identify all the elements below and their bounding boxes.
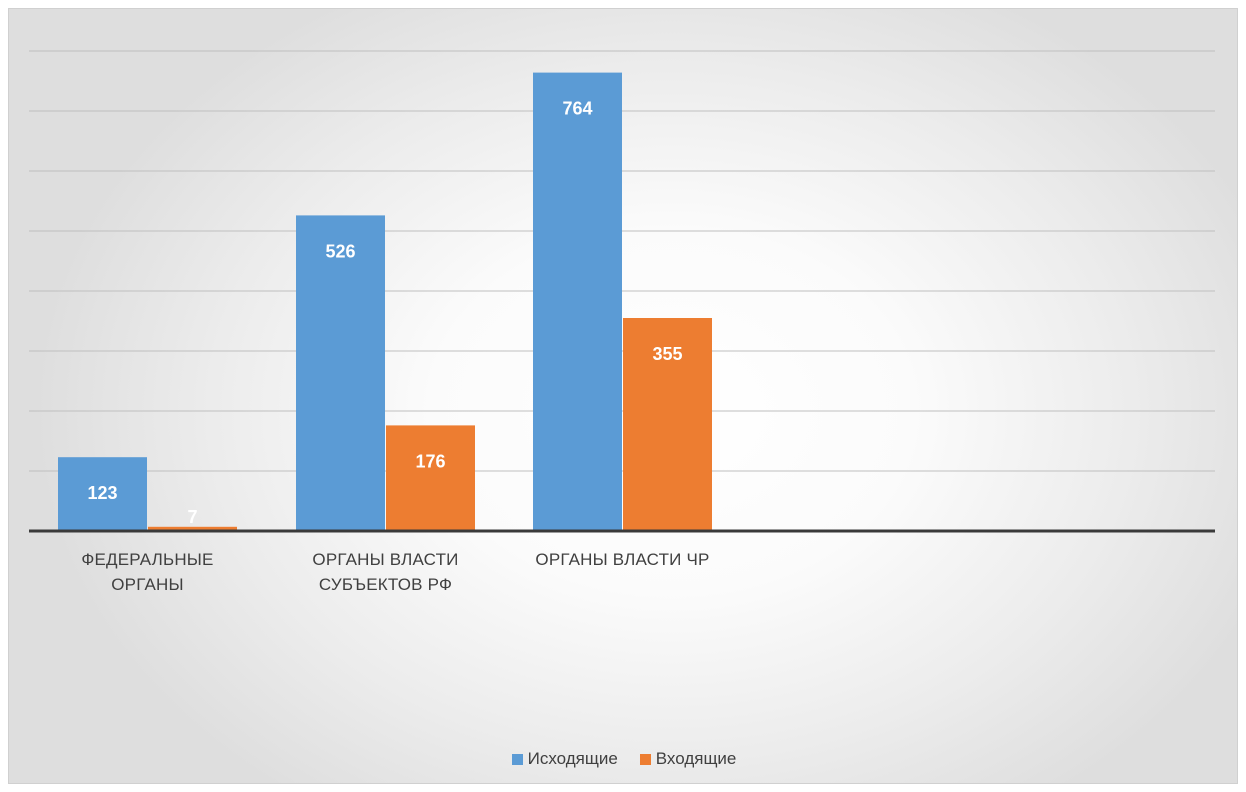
data-label: 123 (87, 483, 117, 503)
chart-area: 123 526 764 7 176 355 ФЕДЕРАЛЬНЫЕ ОРГАНЫ ОРГА… (8, 8, 1238, 784)
legend-swatch (639, 753, 651, 765)
legend-item-outgoing: Исходящие (511, 749, 618, 769)
bar-outgoing (58, 457, 147, 531)
legend-item-incoming: Входящие (639, 749, 737, 769)
bar-outgoing (533, 72, 622, 531)
data-labels: 123 526 764 7 176 355 (87, 99, 682, 527)
data-label: 764 (562, 99, 592, 119)
legend-swatch (511, 753, 523, 765)
category-label: ОРГАНЫ ВЛАСТИ СУБЪЕКТОВ РФ (312, 550, 459, 594)
bar-outgoing (296, 215, 385, 531)
legend-label: Исходящие (527, 749, 618, 768)
bars (58, 72, 712, 531)
data-label: 526 (325, 241, 355, 261)
data-label: 176 (415, 451, 445, 471)
category-label: ФЕДЕРАЛЬНЫЕ ОРГАНЫ (81, 550, 214, 594)
data-label: 7 (187, 507, 197, 527)
bar-chart: 123 526 764 7 176 355 (29, 50, 1215, 533)
legend: Исходящие Входящие (9, 749, 1237, 769)
bar-incoming (623, 318, 712, 531)
bar-incoming (148, 526, 237, 531)
bar-incoming (386, 425, 475, 531)
category-label: ОРГАНЫ ВЛАСТИ ЧР (535, 550, 710, 569)
data-label: 355 (652, 344, 682, 364)
legend-label: Входящие (655, 749, 737, 768)
